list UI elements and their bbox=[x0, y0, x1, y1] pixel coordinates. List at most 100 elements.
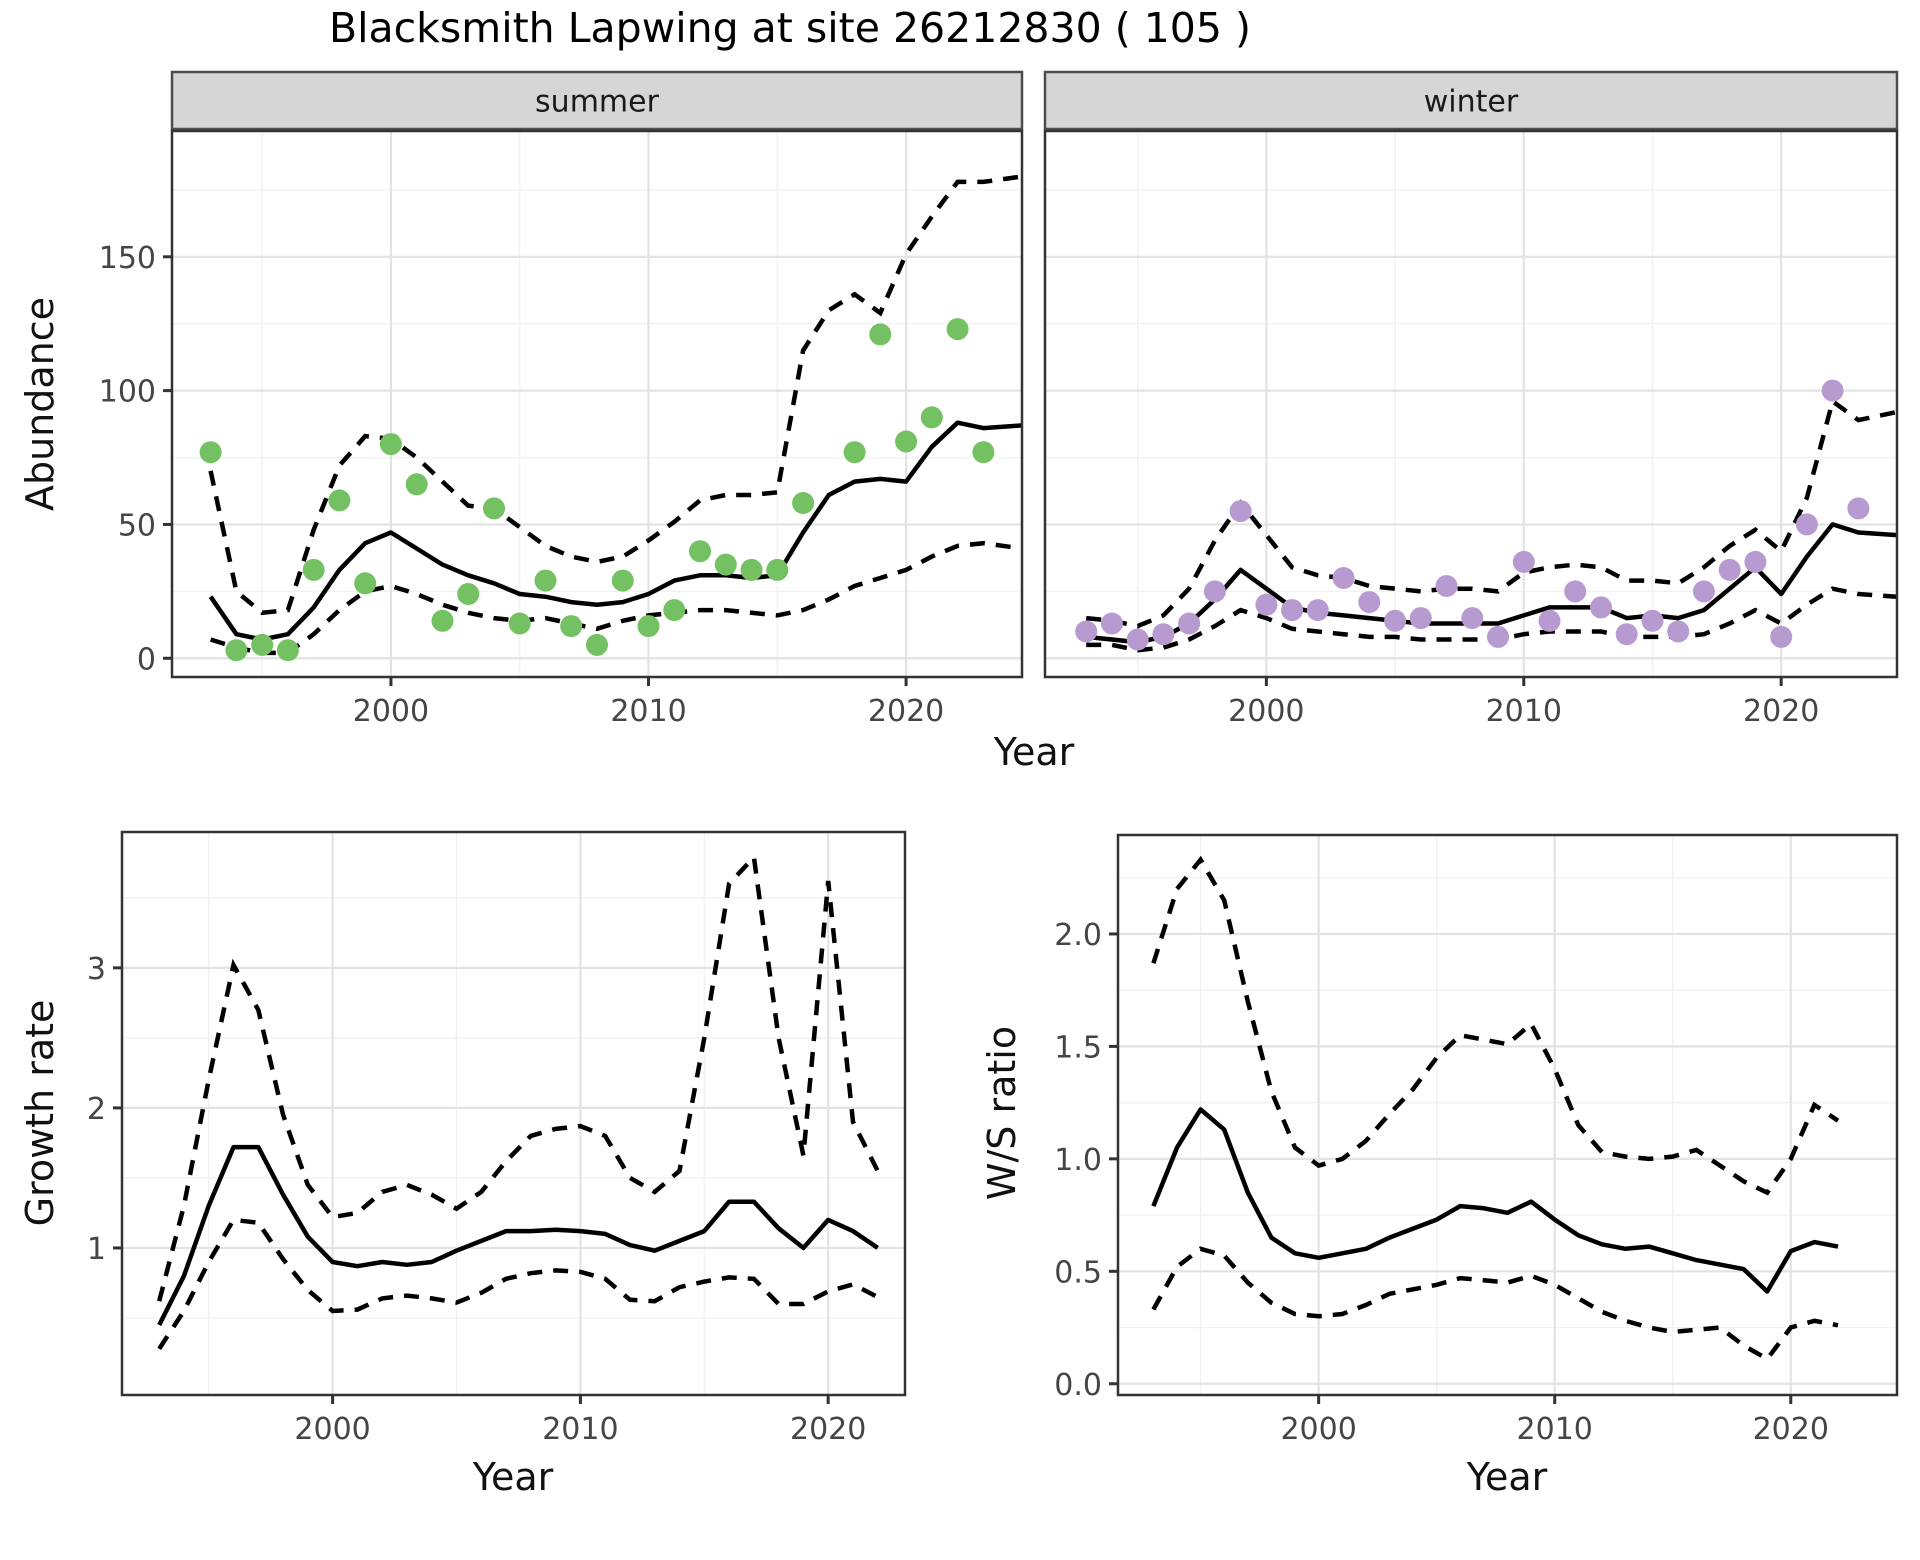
data-point bbox=[534, 569, 557, 592]
panel-background bbox=[1118, 835, 1897, 1395]
data-point bbox=[1564, 580, 1587, 603]
x-tick-label: 2000 bbox=[353, 694, 429, 729]
data-point bbox=[199, 441, 222, 464]
data-point bbox=[483, 497, 505, 520]
data-point bbox=[843, 441, 866, 464]
facet-strip bbox=[1043, 70, 1899, 131]
data-point bbox=[1718, 558, 1741, 581]
data-point bbox=[611, 569, 634, 592]
y-tick-label: 2 bbox=[87, 1092, 106, 1127]
y-tick-label: 3 bbox=[87, 952, 106, 987]
data-point bbox=[920, 406, 943, 429]
data-point bbox=[1203, 580, 1226, 603]
panel-winter: winter 2000 2010 2020 bbox=[1043, 70, 1899, 729]
x-tick-label: 2020 bbox=[1753, 1412, 1829, 1447]
data-point bbox=[1744, 550, 1767, 573]
x-tick-label: 2020 bbox=[868, 694, 944, 729]
ci-upper-line bbox=[1085, 397, 1897, 629]
panel-summer: summer 2000 2010 2020 0 50 100 150 bbox=[99, 70, 1024, 729]
fit-line bbox=[208, 420, 1022, 642]
data-point bbox=[1487, 625, 1509, 648]
ci-lower-line bbox=[1151, 1246, 1839, 1362]
panel-ws: 2000 2010 2020 0.0 0.5 1.0 1.5 2.0 bbox=[1054, 833, 1899, 1447]
data-point bbox=[405, 473, 428, 496]
facet-label: winter bbox=[1424, 85, 1519, 120]
data-point bbox=[1692, 580, 1715, 603]
ci-lower-line bbox=[157, 1217, 879, 1351]
data-point bbox=[457, 583, 480, 605]
data-point bbox=[895, 430, 918, 453]
data-point bbox=[1615, 623, 1638, 646]
data-point bbox=[251, 633, 274, 656]
facet-strip bbox=[170, 70, 1024, 131]
x-tick-label: 2020 bbox=[1743, 694, 1819, 729]
data-point bbox=[972, 441, 995, 464]
figure-title: Blacksmith Lapwing at site 26212830 ( 10… bbox=[328, 4, 1252, 52]
x-tick-label: 2010 bbox=[1486, 694, 1562, 729]
data-point bbox=[1667, 620, 1690, 643]
data-point bbox=[1100, 612, 1123, 635]
y-tick-label: 0.5 bbox=[1054, 1255, 1102, 1290]
data-point bbox=[1641, 609, 1664, 632]
y-tick-label: 1 bbox=[87, 1232, 106, 1267]
data-point bbox=[1770, 625, 1793, 648]
x-axis-title-year-top: Year bbox=[993, 730, 1075, 774]
x-tick-label: 2000 bbox=[294, 1412, 370, 1447]
data-point bbox=[302, 558, 325, 581]
y-axis-title-growth-rate: Growth rate bbox=[18, 999, 62, 1227]
data-point bbox=[1435, 575, 1458, 597]
ci-upper-line bbox=[157, 852, 880, 1302]
data-point bbox=[869, 323, 892, 346]
data-point bbox=[740, 558, 763, 581]
data-point bbox=[689, 540, 711, 563]
ci-lower-line bbox=[209, 540, 1022, 656]
data-point bbox=[637, 615, 660, 638]
data-point bbox=[354, 572, 377, 595]
panel-growth: 2000 2010 2020 1 2 3 bbox=[87, 830, 907, 1447]
x-tick-label: 2010 bbox=[610, 694, 686, 729]
panel-border bbox=[170, 129, 1024, 679]
data-point bbox=[1229, 500, 1252, 523]
fit-line bbox=[1151, 1107, 1839, 1294]
y-tick-label: 50 bbox=[118, 508, 156, 543]
data-point bbox=[1358, 591, 1381, 614]
data-point bbox=[792, 492, 815, 514]
data-point bbox=[1152, 623, 1175, 646]
data-point bbox=[1538, 609, 1561, 632]
ci-upper-line bbox=[1151, 855, 1840, 1196]
data-point bbox=[508, 612, 531, 635]
data-point bbox=[1461, 607, 1484, 630]
panel-background bbox=[1045, 131, 1897, 677]
data-point bbox=[1281, 599, 1304, 622]
data-point bbox=[1306, 599, 1329, 622]
data-point bbox=[1332, 567, 1355, 589]
data-point bbox=[560, 615, 583, 638]
data-point bbox=[1126, 628, 1149, 651]
x-tick-label: 2010 bbox=[542, 1412, 618, 1447]
panel-background bbox=[172, 131, 1022, 677]
series-group bbox=[157, 852, 880, 1351]
x-axis-title-year-ws: Year bbox=[1466, 1455, 1548, 1499]
x-tick-label: 2010 bbox=[1517, 1412, 1593, 1447]
y-tick-label: 150 bbox=[99, 241, 156, 276]
data-point bbox=[586, 633, 608, 656]
data-point bbox=[1409, 607, 1432, 630]
panel-border bbox=[1043, 129, 1899, 679]
y-tick-label: 0.0 bbox=[1054, 1368, 1102, 1403]
data-point bbox=[1847, 497, 1870, 520]
x-tick-label: 2020 bbox=[790, 1412, 866, 1447]
data-point bbox=[1590, 596, 1612, 619]
y-axis-title-abundance: Abundance bbox=[18, 296, 62, 512]
data-point bbox=[714, 553, 737, 576]
x-tick-label: 2000 bbox=[1280, 1412, 1356, 1447]
series-group bbox=[1151, 855, 1840, 1362]
y-tick-label: 0 bbox=[137, 642, 156, 677]
data-point bbox=[1512, 550, 1535, 573]
y-axis-title-ws-ratio: W/S ratio bbox=[980, 1025, 1024, 1201]
data-point bbox=[1255, 593, 1278, 616]
data-point bbox=[1821, 379, 1844, 402]
data-point bbox=[1178, 612, 1201, 635]
ci-lower-line bbox=[1086, 586, 1897, 653]
y-tick-label: 1.5 bbox=[1054, 1030, 1102, 1065]
